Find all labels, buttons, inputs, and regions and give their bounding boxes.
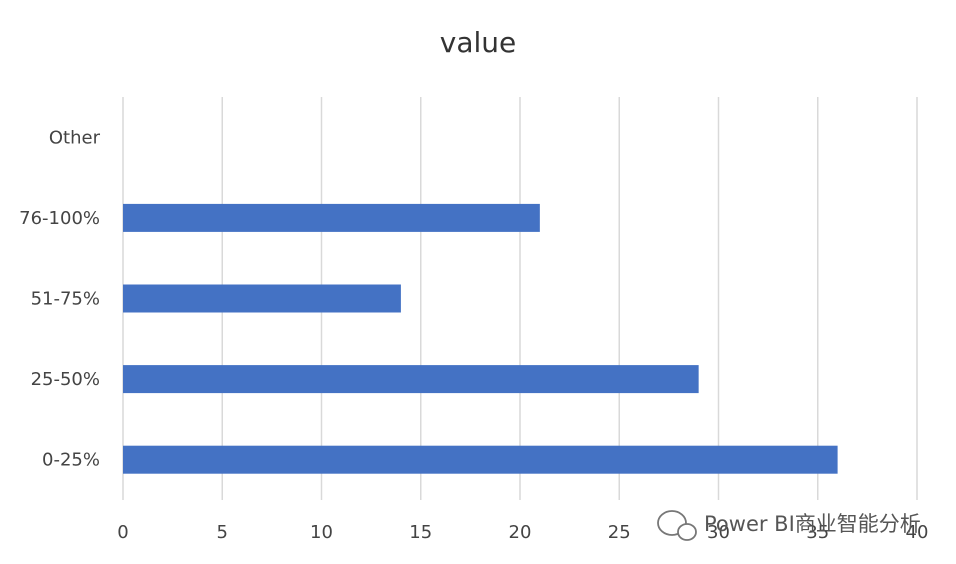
x-tick-label: 5 bbox=[217, 522, 228, 543]
category-label: 0-25% bbox=[42, 450, 100, 471]
bars bbox=[123, 203, 838, 474]
category-label: 76-100% bbox=[19, 208, 100, 229]
bar-51-75% bbox=[123, 284, 401, 313]
category-label: 25-50% bbox=[31, 369, 100, 390]
x-tick-label: 40 bbox=[906, 522, 929, 543]
category-label: Other bbox=[49, 127, 101, 148]
category-label: 51-75% bbox=[31, 289, 100, 310]
x-tick-label: 10 bbox=[310, 522, 333, 543]
x-tick-label: 20 bbox=[509, 522, 532, 543]
bar-0-25% bbox=[123, 445, 838, 474]
category-labels: 0-25% 25-50% 51-75% 76-100% Other bbox=[19, 127, 100, 470]
watermark: Power BI商业智能分析 bbox=[657, 510, 921, 541]
watermark-text: Power BI商业智能分析 bbox=[704, 512, 921, 536]
x-tick-label: 15 bbox=[409, 522, 432, 543]
bar-76-100% bbox=[123, 203, 540, 232]
x-tick-label: 25 bbox=[608, 522, 631, 543]
gridlines bbox=[122, 97, 918, 500]
x-tick-label: 35 bbox=[806, 522, 829, 543]
chat-bubble-icon bbox=[657, 510, 697, 541]
x-tick-label: 30 bbox=[707, 522, 730, 543]
x-tick-labels: 0 5 10 15 20 25 30 35 40 bbox=[117, 522, 928, 543]
x-tick-label: 0 bbox=[117, 522, 128, 543]
bar-25-50% bbox=[123, 365, 699, 394]
chart-title: value bbox=[440, 26, 516, 59]
